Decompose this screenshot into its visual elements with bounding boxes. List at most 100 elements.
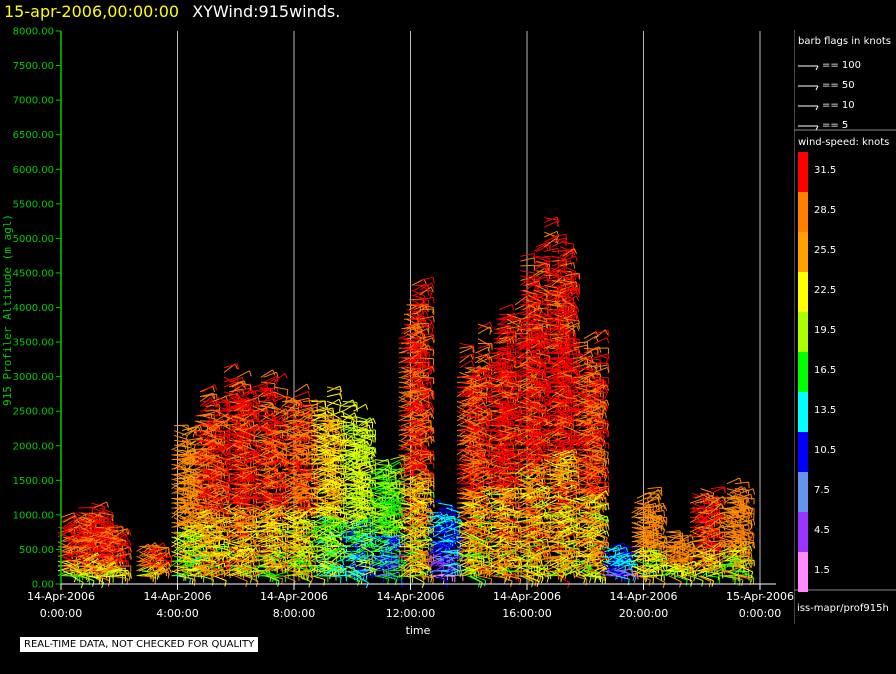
wind-barb-flag bbox=[338, 444, 341, 451]
wind-barb-flag bbox=[344, 443, 347, 450]
wind-barb bbox=[242, 391, 257, 394]
wind-barb bbox=[171, 454, 186, 458]
wind-barb bbox=[303, 501, 318, 504]
wind-barb-flag bbox=[340, 393, 343, 400]
wind-barb bbox=[95, 533, 108, 543]
wind-barb-flag bbox=[162, 542, 167, 549]
wind-barb-flag bbox=[306, 383, 310, 390]
wind-barb bbox=[154, 570, 169, 574]
wind-barb bbox=[189, 452, 203, 461]
wind-barb bbox=[342, 403, 356, 412]
wind-barbs bbox=[57, 216, 756, 589]
wind-barb-flag bbox=[125, 533, 129, 540]
wind-barb-flag bbox=[365, 574, 368, 581]
wind-barb-flag bbox=[128, 553, 132, 560]
wind-barb bbox=[173, 520, 187, 528]
wind-barb-flag bbox=[112, 519, 114, 526]
wind-barb-flag bbox=[94, 542, 97, 549]
wind-barb bbox=[83, 571, 98, 577]
wind-barb-flag bbox=[129, 553, 132, 560]
wind-barb bbox=[113, 533, 127, 543]
wind-barb bbox=[60, 512, 74, 519]
wind-barb bbox=[116, 553, 131, 557]
wind-barb bbox=[108, 541, 123, 545]
wind-barb bbox=[83, 565, 98, 569]
wind-barb bbox=[295, 391, 309, 398]
wind-barb-flag bbox=[74, 519, 78, 525]
wind-barb-flag bbox=[122, 562, 125, 568]
wind-barb bbox=[98, 524, 111, 533]
wind-barb bbox=[78, 521, 92, 527]
wind-barb-flag bbox=[247, 466, 249, 473]
wind-barb-flag bbox=[203, 497, 207, 504]
wind-barb bbox=[199, 575, 214, 581]
wind-barb bbox=[179, 488, 193, 494]
wind-barb bbox=[194, 517, 209, 523]
wind-barb bbox=[138, 554, 153, 562]
wind-barb-flag bbox=[80, 582, 84, 589]
wind-barb bbox=[141, 575, 156, 578]
wind-barb bbox=[73, 546, 88, 551]
wind-barb bbox=[271, 420, 286, 423]
wind-barb bbox=[149, 546, 163, 554]
wind-barb bbox=[181, 439, 196, 446]
wind-barb bbox=[114, 528, 128, 533]
wind-barb bbox=[194, 565, 209, 571]
wind-barb bbox=[78, 571, 92, 577]
wind-barb bbox=[88, 555, 103, 559]
wind-barb bbox=[144, 544, 159, 548]
wind-barb bbox=[86, 515, 101, 519]
wind-barb bbox=[103, 524, 118, 528]
title-date: 15-apr-2006,00:00:00 bbox=[4, 2, 180, 21]
wind-barb bbox=[62, 524, 76, 533]
wind-barb bbox=[179, 538, 194, 543]
wind-barb bbox=[194, 457, 208, 465]
wind-barb-flag bbox=[111, 515, 114, 522]
wind-barb bbox=[95, 523, 108, 533]
wind-barb bbox=[113, 565, 127, 573]
wind-barb-flag bbox=[225, 520, 228, 527]
wind-barb bbox=[71, 551, 86, 553]
wind-barb bbox=[83, 541, 98, 547]
wind-barb-flag bbox=[128, 530, 132, 536]
wind-barb bbox=[173, 546, 187, 554]
wind-barb bbox=[181, 476, 195, 485]
wind-barb-flag bbox=[162, 567, 165, 574]
wind-barb bbox=[139, 562, 153, 567]
wind-barb bbox=[179, 517, 193, 524]
wind-barb-flag bbox=[366, 442, 368, 449]
wind-barb bbox=[91, 575, 104, 584]
wind-barb bbox=[186, 558, 200, 567]
wind-barb bbox=[260, 398, 275, 403]
wind-barb bbox=[157, 560, 171, 567]
wind-barb bbox=[174, 424, 189, 427]
wind-barb-flag bbox=[186, 442, 189, 449]
wind-barb bbox=[194, 522, 209, 528]
wind-barb bbox=[174, 560, 189, 564]
wind-barb bbox=[116, 546, 131, 552]
wind-barb bbox=[113, 528, 126, 538]
title-product: XYWind:915winds. bbox=[192, 2, 341, 21]
wind-barb-flag bbox=[98, 577, 102, 584]
wind-barb-flag bbox=[117, 525, 119, 532]
wind-barb bbox=[189, 544, 203, 552]
wind-barb bbox=[186, 490, 200, 499]
wind-barb bbox=[236, 370, 250, 378]
wind-barb bbox=[197, 412, 212, 417]
wind-barb bbox=[181, 575, 196, 581]
wind-barb bbox=[99, 517, 114, 521]
wind-barb bbox=[179, 493, 192, 501]
wind-barb bbox=[189, 436, 202, 446]
wind-barb bbox=[99, 521, 114, 524]
wind-barb bbox=[171, 551, 185, 557]
wind-barb-flag bbox=[211, 575, 214, 582]
wind-barb bbox=[91, 531, 106, 536]
wind-barb bbox=[91, 512, 105, 518]
wind-barb bbox=[99, 541, 113, 547]
wind-barb-flag bbox=[338, 405, 342, 412]
wind-barb bbox=[194, 438, 208, 446]
wind-barb bbox=[114, 575, 128, 580]
wind-barb-flag bbox=[220, 451, 224, 458]
wind-barb bbox=[194, 422, 209, 427]
